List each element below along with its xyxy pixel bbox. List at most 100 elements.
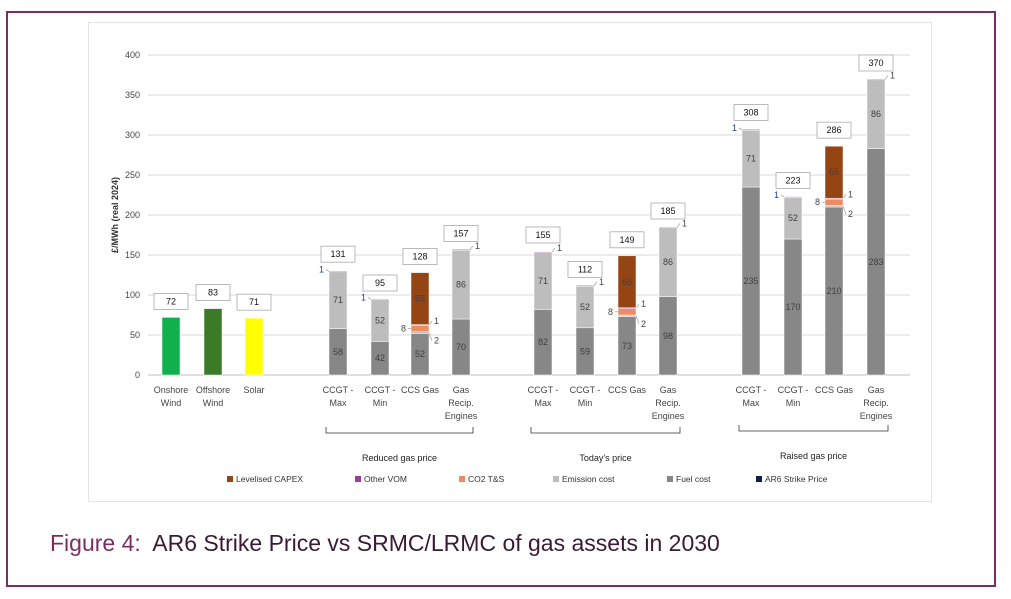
bar-segment-other-vom [575,285,595,287]
x-tick-label: Engines [445,411,478,421]
legend-swatch [756,476,762,482]
bar-segment-other-vom [866,78,886,81]
total-label: 308 [743,108,758,118]
figure-frame [6,11,996,587]
data-label: 58 [333,347,343,357]
data-label: 1 [557,243,562,253]
x-tick-label: Max [329,398,347,408]
leader-line [428,332,433,341]
total-label-box [236,293,272,311]
total-label: 155 [535,230,550,240]
data-label: 1 [774,190,779,200]
leader-line [635,303,640,309]
total-label: 223 [785,176,800,186]
x-tick-label: CCGT - [778,385,809,395]
x-tick-label: Onshore [154,385,189,395]
leader-line [325,269,330,272]
x-tick-label: Min [786,398,801,408]
bar-segment-ar6-strike-price [244,317,264,376]
y-tick-label: 150 [125,250,140,260]
x-tick-label: Gas [453,385,470,395]
leader-line [842,194,847,199]
leader-line [428,320,433,326]
bar-segment-other-vom [658,226,678,229]
x-tick-label: Min [373,398,388,408]
data-label: 1 [361,292,366,302]
data-label: 1 [319,264,324,274]
x-tick-label: CCGT - [528,385,559,395]
total-label: 112 [578,264,592,274]
data-label: 65 [415,294,425,304]
legend-label: Fuel cost [676,474,711,484]
y-tick-label: 200 [125,210,140,220]
total-label-box [567,260,603,278]
data-label: 8 [608,307,613,317]
leader-line [469,245,474,251]
legend-swatch [227,476,233,482]
leader-line [635,315,640,324]
total-label: 131 [330,249,345,259]
y-axis-label: £/MWh (real 2024) [110,177,120,253]
total-label: 157 [453,228,468,238]
group-bracket [325,427,474,434]
data-label: 71 [538,276,548,286]
data-label: 1 [475,241,480,251]
figure-title: AR6 Strike Price vs SRMC/LRMC of gas ass… [152,530,720,556]
legend-swatch [355,476,361,482]
bar-segment-other-vom [741,129,761,131]
data-label: 65 [622,277,632,287]
legend-label: Other VOM [364,474,407,484]
total-label: 149 [619,235,634,245]
x-tick-label: Recip. [448,398,474,408]
total-label: 370 [868,58,883,68]
leader-line [551,247,556,253]
x-tick-label: CCGT - [323,385,354,395]
data-label: 52 [415,349,425,359]
x-tick-label: Wind [203,398,224,408]
data-label: 86 [663,257,673,267]
x-tick-label: CCGT - [365,385,396,395]
data-label: 71 [333,295,343,305]
data-label: 1 [599,277,604,287]
data-label: 283 [868,257,883,267]
data-label: 42 [375,353,385,363]
y-tick-label: 350 [125,90,140,100]
bar-segment-co2-t-s [410,325,430,333]
leader-line [842,206,847,215]
leader-line [780,194,785,198]
leader-line [676,223,681,228]
total-label: 72 [166,296,176,306]
data-label: 1 [434,316,439,326]
legend-label: Levelised CAPEX [236,474,303,484]
x-tick-label: Recip. [655,398,681,408]
x-tick-label: CCS Gas [815,385,854,395]
bar-segment-ar6-strike-price [161,317,181,376]
bar-segment-other-vom [783,196,803,198]
total-label-box [816,121,852,139]
data-label: 82 [538,337,548,347]
total-label-box [362,274,398,292]
data-label: 2 [848,209,853,219]
data-label: 235 [743,276,758,286]
data-label: 1 [732,123,737,133]
x-tick-label: Offshore [196,385,230,395]
x-tick-label: Min [578,398,593,408]
y-tick-label: 300 [125,130,140,140]
bar-segment-co2-t-s [617,308,637,316]
x-tick-label: Max [742,398,760,408]
x-tick-label: Engines [860,411,893,421]
bar-segment-ar6-strike-price [203,308,223,376]
y-tick-label: 100 [125,290,140,300]
total-label: 128 [412,252,427,262]
total-label: 95 [375,278,385,288]
data-label: 52 [580,302,590,312]
bar-segment-levelised-capex [824,145,844,199]
chart-area [88,22,932,502]
leader-line [738,127,743,131]
data-label: 1 [890,70,895,80]
leader-line [593,281,598,287]
x-tick-label: CCGT - [736,385,767,395]
total-label: 185 [660,206,675,216]
data-label: 65 [829,167,839,177]
data-label: 8 [401,324,406,334]
